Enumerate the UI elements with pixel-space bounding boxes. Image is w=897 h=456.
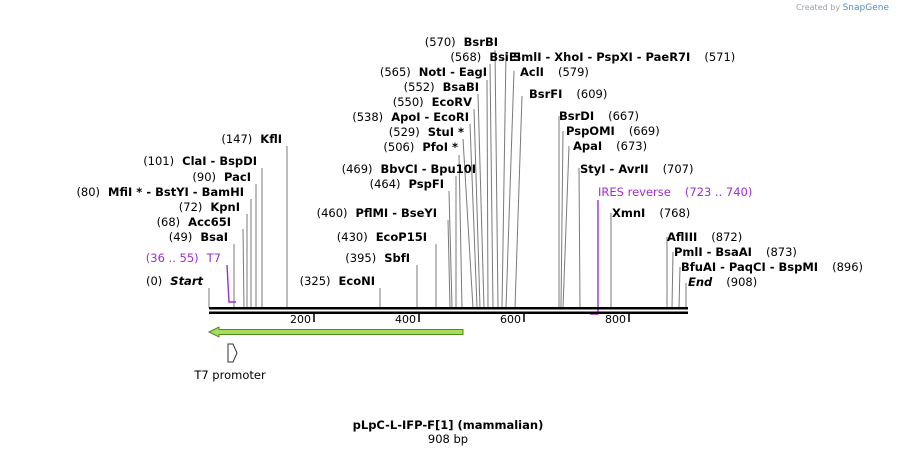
site-ecop15i[interactable]: (430) EcoP15I (337, 230, 427, 244)
plasmid-title: pLpC-L-IFP-F[1] (mammalian) (353, 418, 544, 432)
snapgene-watermark: Created by SnapGene (796, 3, 889, 13)
site-bsai[interactable]: (49) BsaI (169, 230, 228, 244)
site-smli[interactable]: SmlI - XhoI - PspXI - PaeR7I (571) (513, 50, 735, 64)
site-xmni[interactable]: XmnI (768) (612, 206, 690, 220)
site-bbvci[interactable]: (469) BbvCI - Bpu10I (342, 162, 476, 176)
site-start[interactable]: (0) Start (146, 274, 204, 288)
site-afliii[interactable]: AflIII (872) (667, 230, 742, 244)
feature-t7-promoter-label: T7 promoter (193, 368, 266, 382)
right-site-labels: SmlI - XhoI - PspXI - PaeR7I (571) AclI (5… (513, 50, 863, 289)
site-bfuai[interactable]: BfuAI - PaqCI - BspMI (896) (681, 260, 863, 274)
axis-ticks: 200 400 600 800 (290, 313, 630, 326)
site-mfii[interactable]: (80) MfiI * - BstYI - BamHI (76, 185, 244, 199)
feature-t7[interactable]: (36 .. 55) T7 (146, 251, 221, 265)
watermark-brand: SnapGene (842, 3, 889, 13)
site-styi[interactable]: StyI - AvrII (707) (580, 162, 694, 176)
tick-label-800: 800 (605, 313, 626, 326)
site-sbfi[interactable]: (395) SbfI (345, 251, 410, 265)
tick-label-600: 600 (500, 313, 521, 326)
dna-backbone (209, 307, 688, 314)
site-paci[interactable]: (90) PacI (192, 170, 251, 184)
tick-label-200: 200 (290, 313, 311, 326)
site-bsrbi[interactable]: (570) BsrBI (425, 35, 498, 49)
site-acc65i[interactable]: (68) Acc65I (157, 215, 231, 229)
tick-label-400: 400 (395, 313, 416, 326)
site-apai[interactable]: ApaI (673) (573, 139, 647, 153)
site-connectors (208, 49, 687, 309)
site-kfli[interactable]: (147) KflI (221, 132, 282, 146)
site-pflmi[interactable]: (460) PflMI - BseYI (317, 206, 437, 220)
site-kpni[interactable]: (72) KpnI (179, 200, 240, 214)
left-site-labels: (570) BsrBI (568) BsiEI (565) NotI - EagI (… (76, 35, 521, 288)
site-stui[interactable]: (529) StuI * (389, 125, 464, 139)
site-bsiei[interactable]: (568) BsiEI (450, 50, 521, 64)
site-pmli[interactable]: PmlI - BsaAI (873) (674, 245, 797, 259)
site-noti[interactable]: (565) NotI - EagI (380, 65, 487, 79)
plasmid-length: 908 bp (428, 432, 468, 446)
site-end[interactable]: End (908) (688, 275, 757, 289)
site-pspfi[interactable]: (464) PspFI (370, 177, 444, 191)
site-bsabi[interactable]: (552) BsaBI (404, 80, 479, 94)
site-clai[interactable]: (101) ClaI - BspDI (143, 154, 257, 168)
t7-promoter-marker-icon (227, 343, 238, 363)
site-pfoi[interactable]: (506) PfoI * (383, 140, 458, 154)
watermark-prefix: Created by (796, 3, 841, 12)
site-bsrdi[interactable]: BsrDI (667) (559, 109, 639, 123)
feature-ires-reverse[interactable]: IRES reverse (723 .. 740) (598, 185, 752, 199)
site-pspomi[interactable]: PspOMI (669) (566, 124, 660, 138)
t7-promoter-arrow[interactable] (207, 326, 464, 338)
site-bsrfi[interactable]: BsrFI (609) (529, 87, 607, 101)
site-apoi[interactable]: (538) ApoI - EcoRI (352, 110, 469, 124)
site-ecorv[interactable]: (550) EcoRV (393, 95, 472, 109)
site-acli[interactable]: AclI (579) (520, 65, 589, 79)
site-econi[interactable]: (325) EcoNI (300, 274, 375, 288)
